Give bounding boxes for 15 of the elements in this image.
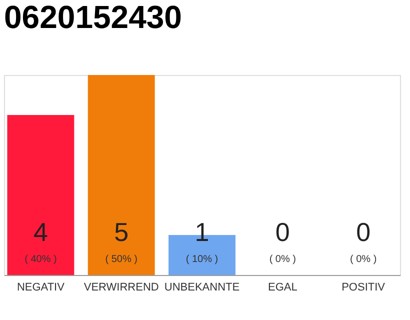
annotation: ( 0% ) <box>269 254 296 265</box>
annotation: ( 0% ) <box>350 254 377 265</box>
annotation: ( 40% ) <box>24 254 57 265</box>
x-tick-label: POSITIV <box>342 282 386 294</box>
annotation: ( 50% ) <box>105 254 138 265</box>
x-tick-label: UNBEKANNTE <box>164 282 240 294</box>
data-label: 0 <box>356 217 371 247</box>
annotation: ( 10% ) <box>186 254 218 265</box>
x-tick-label: VERWIRREND <box>84 282 159 294</box>
chart-title: 0620152430 <box>4 0 182 35</box>
x-tick-label: EGAL <box>268 282 298 294</box>
data-label: 4 <box>33 217 48 247</box>
x-tick-label: NEGATIV <box>16 282 66 294</box>
data-label: 5 <box>114 217 129 247</box>
data-label: 0 <box>275 217 290 247</box>
